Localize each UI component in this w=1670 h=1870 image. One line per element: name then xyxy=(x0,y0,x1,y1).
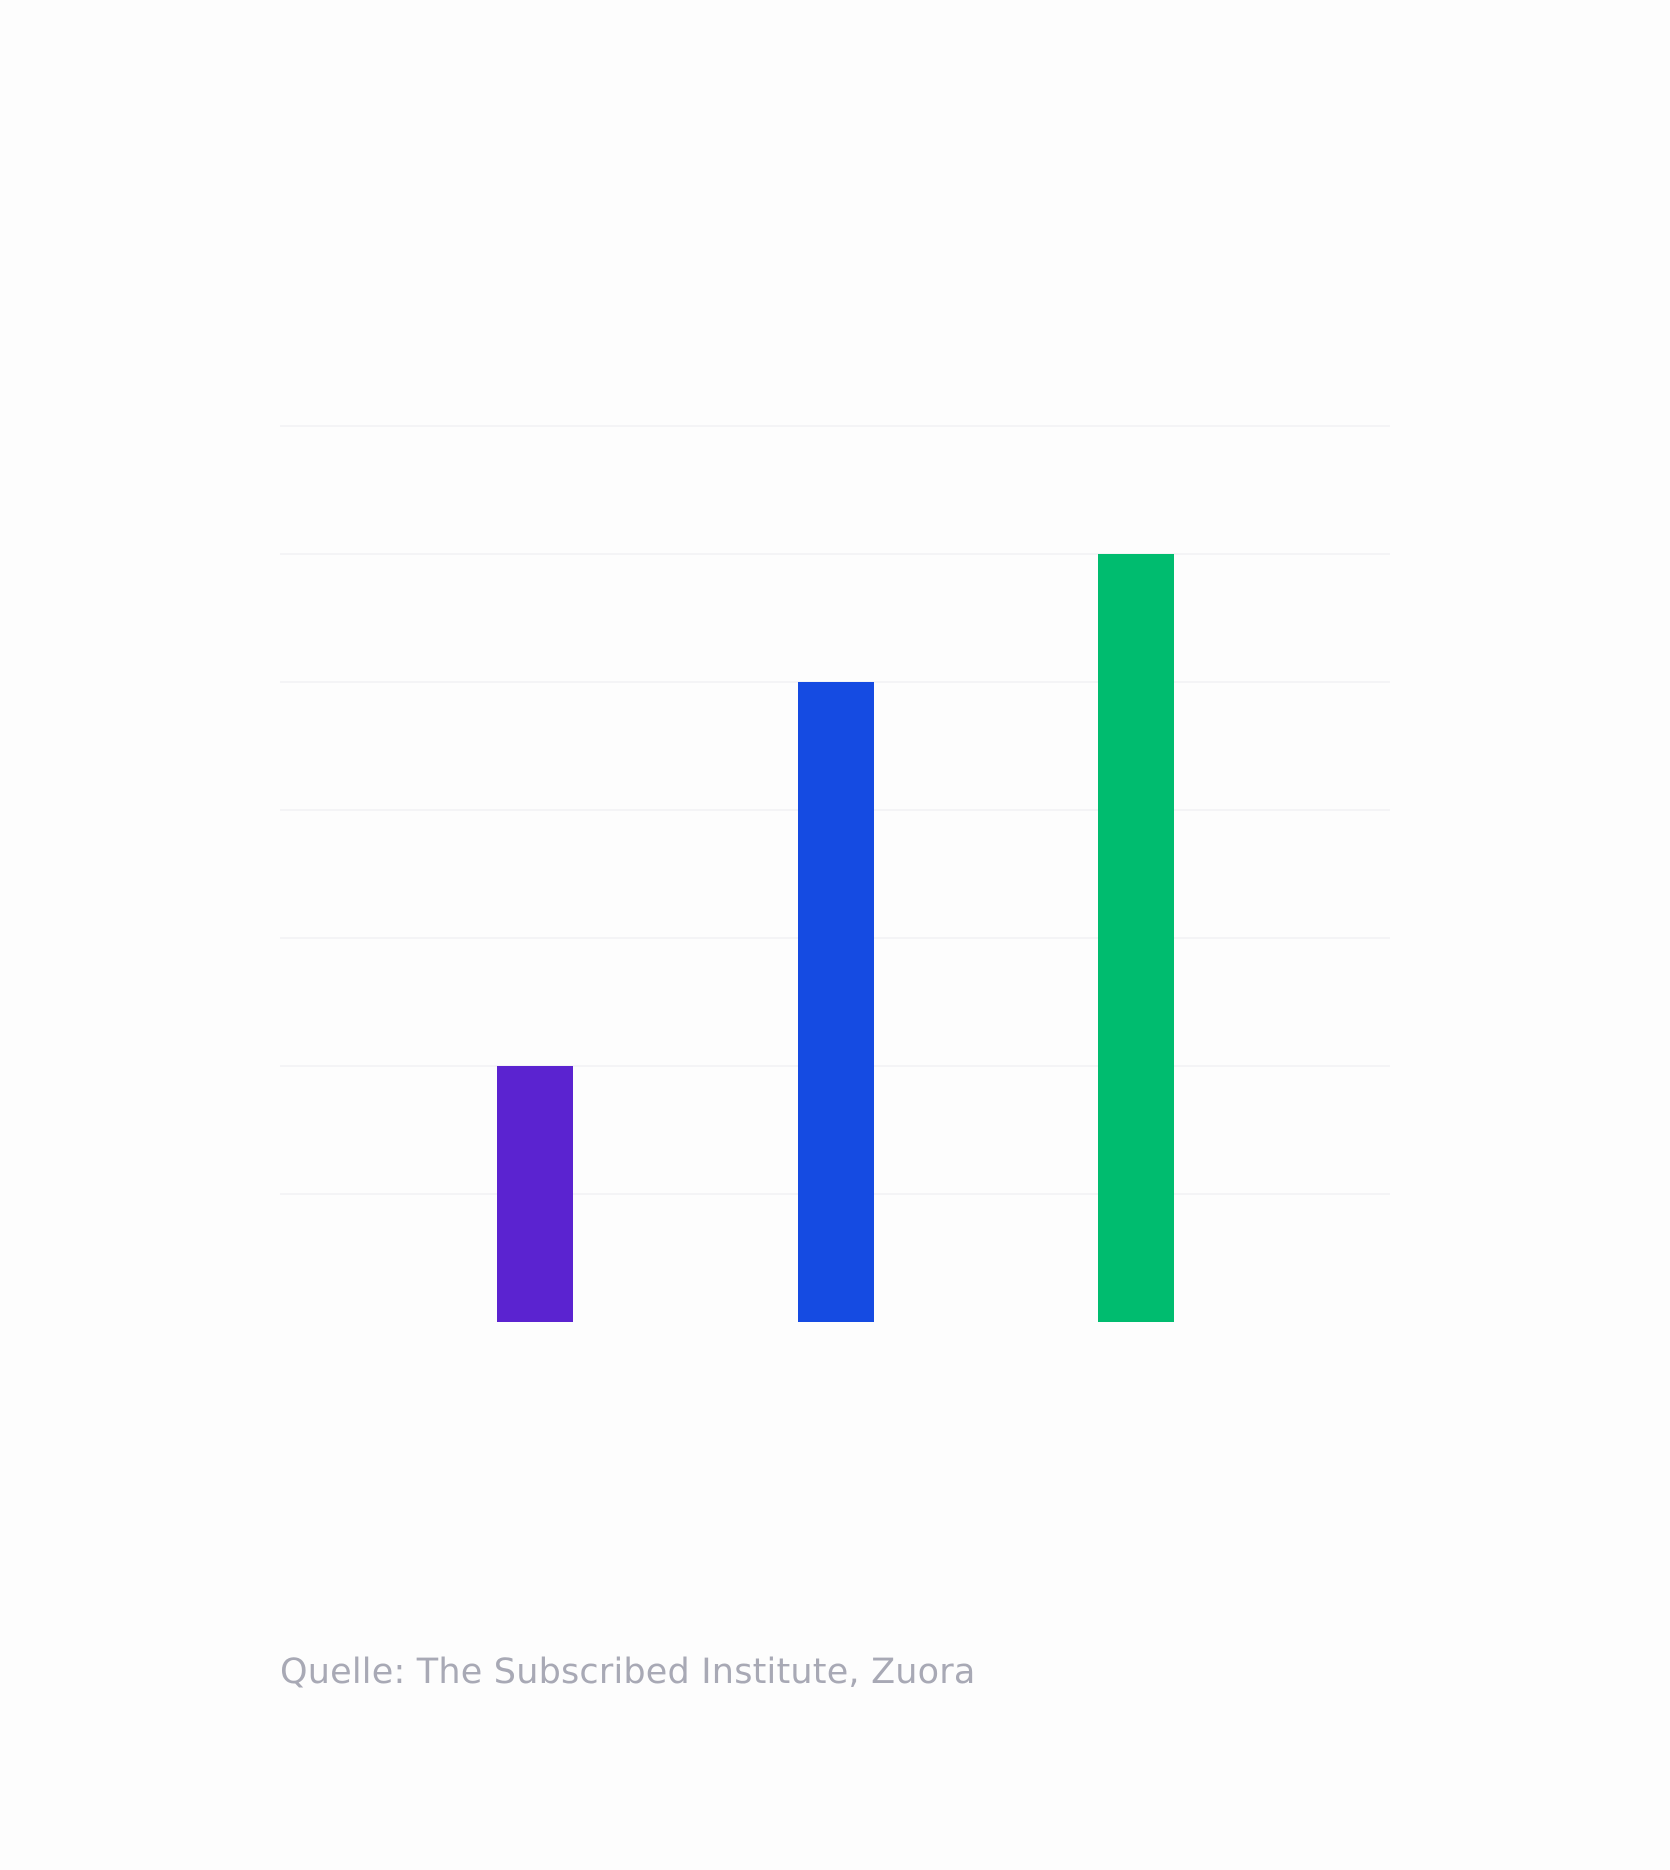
bar-1 xyxy=(497,1066,573,1322)
bars xyxy=(497,554,1174,1322)
bar-2 xyxy=(798,682,874,1322)
bar-3 xyxy=(1098,554,1174,1322)
source-caption: Quelle: The Subscribed Institute, Zuora xyxy=(280,1652,976,1692)
